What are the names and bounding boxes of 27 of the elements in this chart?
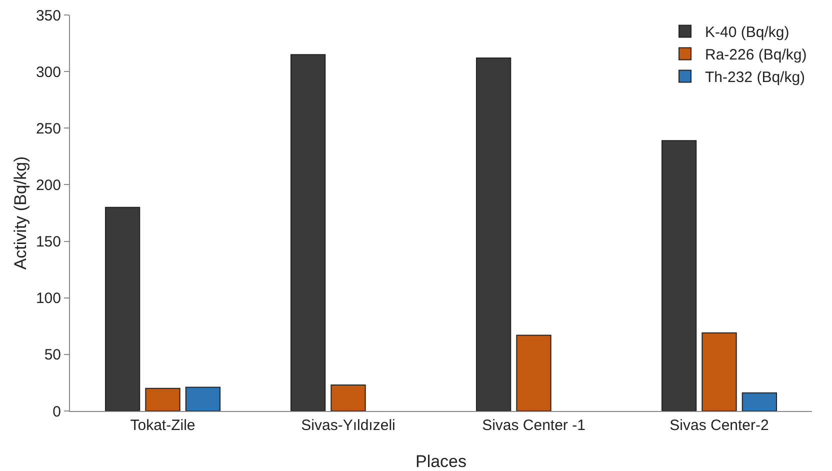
legend-label: Th-232 (Bq/kg) [705, 69, 806, 86]
legend-label: Ra-226 (Bq/kg) [705, 46, 807, 64]
x-tick-label: Sivas Center -1 [482, 417, 586, 434]
legend-label: K-40 (Bq/kg) [705, 24, 790, 42]
y-tick-label: 50 [44, 346, 61, 364]
x-tick-label: Sivas Center-2 [670, 417, 769, 434]
y-tick-label: 350 [36, 7, 61, 24]
y-tick-label: 250 [36, 120, 61, 138]
bar [516, 334, 552, 411]
bar [742, 392, 778, 411]
x-axis-title: Places [415, 452, 467, 471]
y-tick-label: 300 [36, 64, 61, 81]
bar [702, 332, 737, 411]
bar [185, 386, 221, 411]
x-tick-label: Tokat-Zile [130, 417, 196, 434]
y-axis-title: Activity (Bq/kg) [11, 156, 30, 270]
y-tick-label: 200 [36, 176, 61, 194]
bar [104, 206, 140, 411]
bar [330, 384, 366, 411]
bar [661, 140, 697, 411]
bar [145, 388, 180, 411]
y-tick-label: 0 [52, 403, 61, 420]
bar [476, 57, 512, 411]
y-tick-label: 150 [36, 234, 61, 251]
bar [290, 54, 326, 411]
x-tick-label: Sivas-Yıldızeli [301, 417, 396, 434]
y-tick-label: 100 [36, 290, 61, 308]
